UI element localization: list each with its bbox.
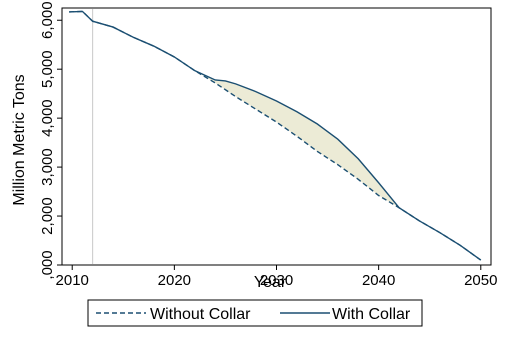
plot-layer: 2010 2020 2030 2040 2050 ,000 2,000 3,000 4,000 5…	[39, 1, 497, 289]
y-tick-label: ,000	[39, 250, 56, 279]
y-tick-label: 5,000	[39, 50, 56, 88]
y-tick-label: 2,000	[39, 197, 56, 235]
x-axis-title: Year	[254, 274, 287, 291]
legend: Without Collar With Collar	[87, 299, 423, 327]
series-line-with-collar	[69, 10, 482, 261]
legend-label-with-collar: With Collar	[332, 306, 411, 323]
x-tick-label: 2050	[464, 272, 497, 289]
y-tick-label: 6,000	[39, 1, 56, 39]
x-tick-label: 2030	[260, 272, 293, 289]
legend-label-without-collar: Without Collar	[150, 306, 251, 323]
plot-frame	[61, 7, 492, 266]
x-tick-label: 2010	[56, 272, 89, 289]
y-tick-label: 3,000	[39, 148, 56, 186]
fill-between-area	[69, 11, 481, 261]
series-line-without-collar	[69, 10, 482, 261]
y-tick-label: 4,000	[39, 99, 56, 137]
x-tick-label: 2020	[158, 272, 191, 289]
x-tick-label: 2040	[362, 272, 395, 289]
y-axis-title: Million Metric Tons	[11, 74, 28, 205]
legend-box	[87, 299, 423, 327]
